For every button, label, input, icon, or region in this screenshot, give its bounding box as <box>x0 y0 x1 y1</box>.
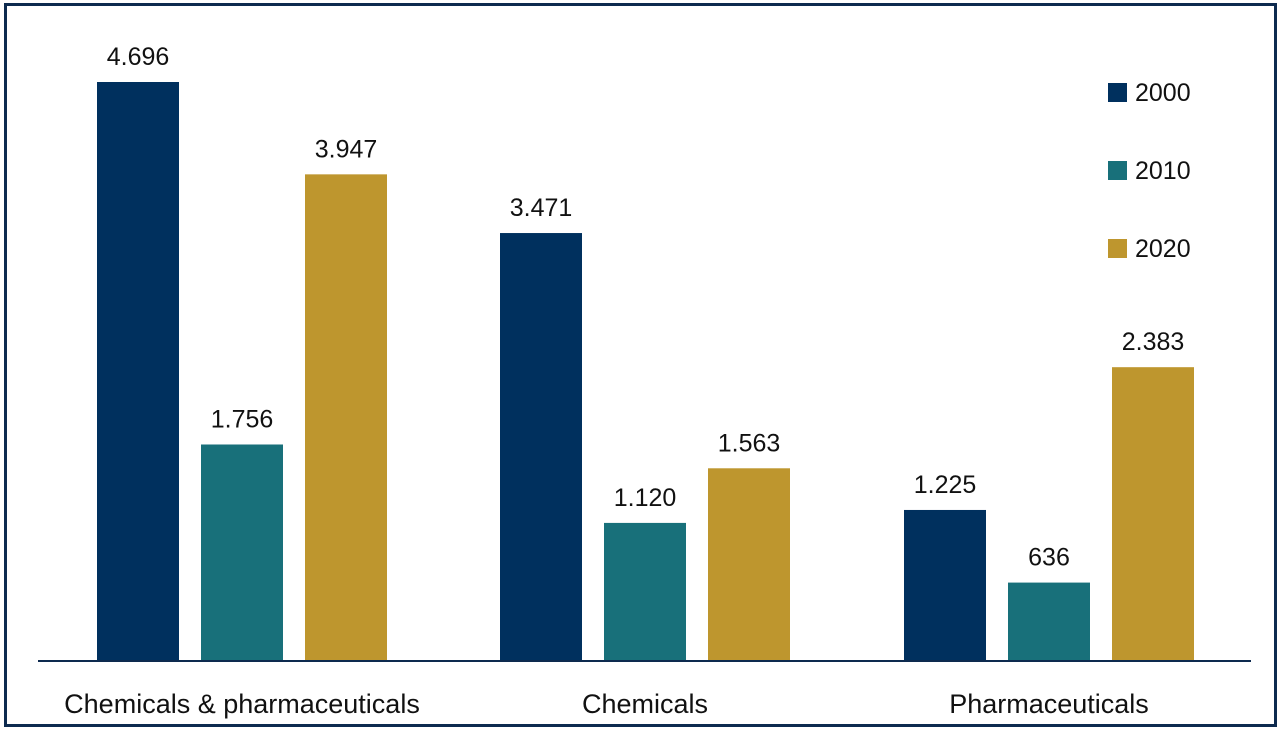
bar-value-label: 1.225 <box>914 471 977 499</box>
bar-2010-0 <box>201 444 283 661</box>
bar-value-label: 4.696 <box>107 43 170 71</box>
bar-2020-0 <box>305 174 387 662</box>
category-label: Pharmaceuticals <box>949 689 1149 719</box>
category-labels-layer: Chemicals & pharmaceuticals Chemicals Phar… <box>64 689 1149 719</box>
bars-layer <box>97 82 1194 662</box>
value-labels-layer: 4.696 1.756 3.947 3.471 1.120 1.563 1.225 636 2.… <box>107 43 1185 572</box>
bar-value-label: 1.756 <box>211 405 274 433</box>
bar-value-label: 636 <box>1028 544 1070 572</box>
bar-value-label: 3.947 <box>315 135 378 163</box>
bar-2020-1 <box>708 468 790 661</box>
legend-label-2020: 2020 <box>1135 235 1191 263</box>
legend: 2000 2010 2020 <box>1108 79 1191 263</box>
category-label: Chemicals & pharmaceuticals <box>64 689 420 719</box>
bar-2010-2 <box>1008 582 1090 661</box>
legend-label-2000: 2000 <box>1135 79 1191 107</box>
bar-2020-2 <box>1112 367 1194 661</box>
legend-swatch-2020 <box>1108 239 1127 258</box>
bar-2000-0 <box>97 82 179 661</box>
bar-value-label: 1.120 <box>614 484 677 512</box>
category-label: Chemicals <box>582 689 708 719</box>
legend-swatch-2000 <box>1108 83 1127 102</box>
legend-label-2010: 2010 <box>1135 157 1191 185</box>
legend-swatch-2010 <box>1108 161 1127 180</box>
bar-2000-1 <box>500 233 582 661</box>
bar-value-label: 2.383 <box>1122 328 1185 356</box>
bar-value-label: 3.471 <box>510 194 573 222</box>
bar-2000-2 <box>904 509 986 661</box>
bar-2010-1 <box>604 522 686 661</box>
bar-value-label: 1.563 <box>718 429 781 457</box>
